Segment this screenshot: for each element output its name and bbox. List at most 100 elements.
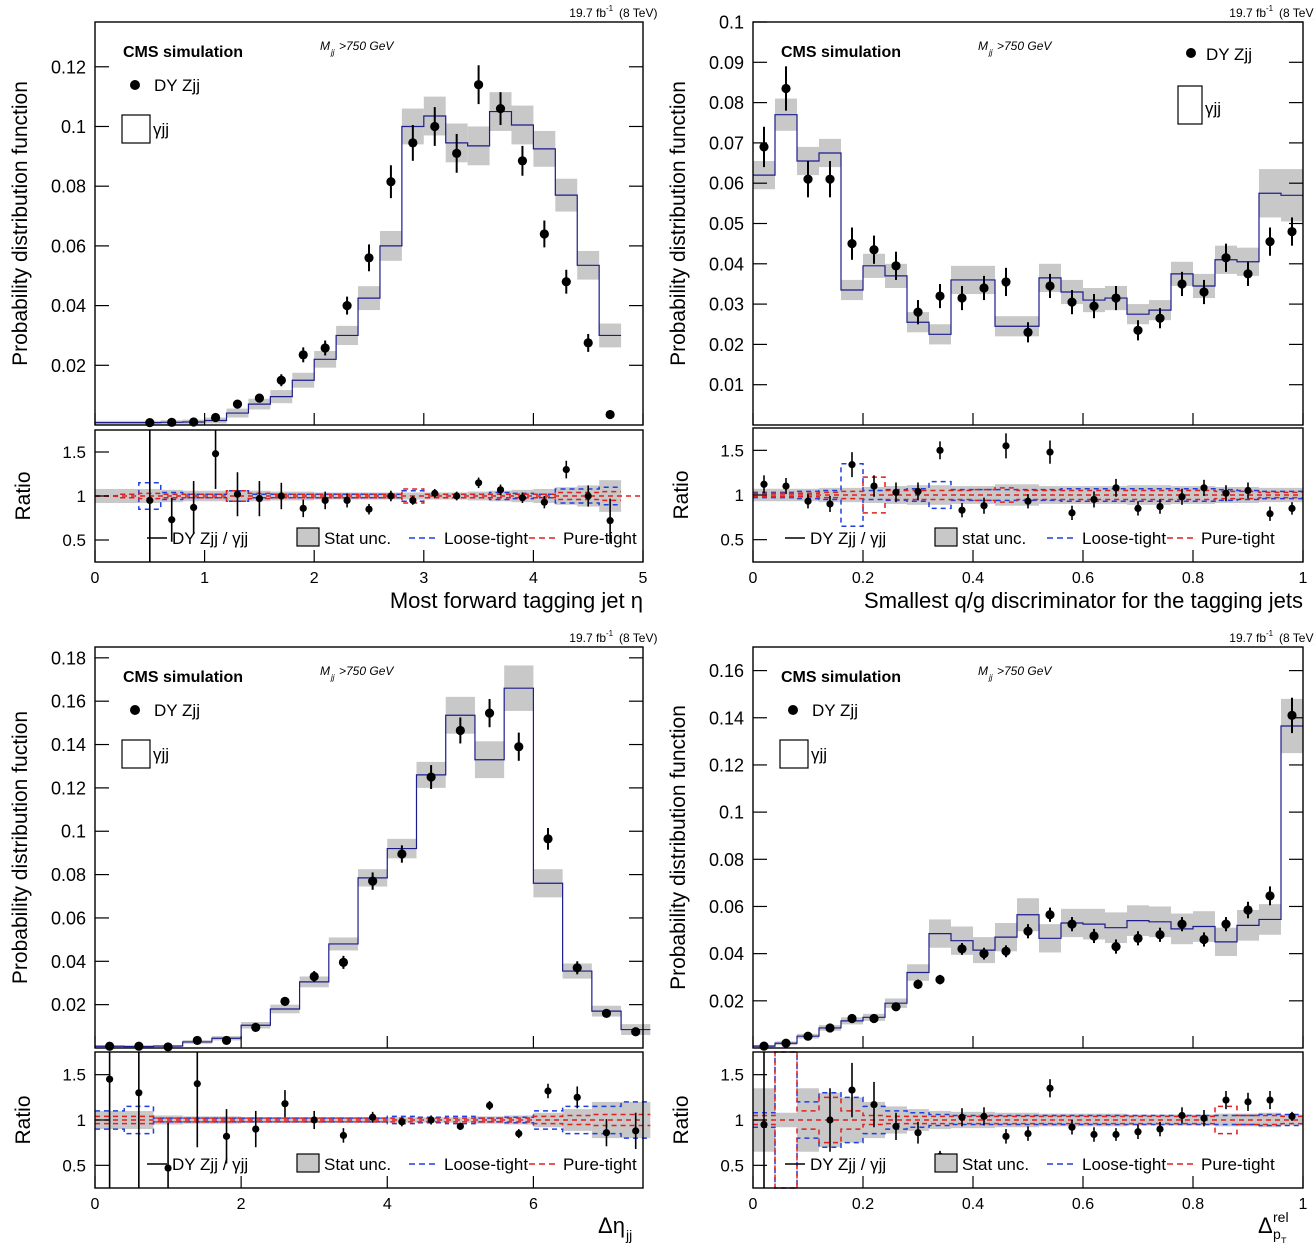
- ratio-point: [826, 1116, 834, 1124]
- ratio-point: [299, 504, 307, 512]
- ratio-point: [1244, 1098, 1252, 1106]
- ratio-point: [1112, 1130, 1120, 1139]
- ratio-point: [168, 516, 176, 524]
- ratio-stat-band: [562, 1109, 592, 1131]
- chart-panel-3: 0.02 0.04 0.06 0.08 0.1 0.12 0.14 0.16 0.18 19.7 …: [9, 629, 657, 1243]
- cms-label: CMS simulation: [781, 44, 901, 61]
- upper-pad-frame: [752, 646, 1304, 1049]
- x-axis-label-sub: jj: [625, 1227, 632, 1243]
- dy-zjj-point: [517, 156, 528, 166]
- x-tick-label: 4: [383, 1196, 392, 1213]
- ratio-point: [848, 1086, 856, 1094]
- chart-panel-4: 0.02 0.04 0.06 0.08 0.1 0.12 0.14 0.16 19.7 fb -1…: [667, 629, 1314, 1243]
- ratio-point: [310, 1116, 318, 1124]
- ratio-point: [1024, 1130, 1032, 1138]
- lumi-exponent: -1: [1266, 629, 1274, 638]
- ratio-legend-label-loose: Loose-tight: [444, 1155, 528, 1174]
- ratio-point: [343, 496, 351, 504]
- upper-pad-frame: [94, 21, 644, 426]
- y-tick-label: 0.1: [61, 117, 86, 137]
- dy-zjj-point: [320, 343, 330, 353]
- ratio-stat-band: [1127, 1114, 1149, 1126]
- cut-label-rest: >750 GeV: [997, 39, 1052, 53]
- dy-zjj-point: [869, 1013, 879, 1024]
- dy-zjj-point: [484, 708, 495, 718]
- upper-pad-frame: [94, 646, 644, 1049]
- ratio-stat-band: [445, 1117, 475, 1123]
- dy-zjj-point: [781, 1038, 791, 1048]
- ratio-legend-label-dy: DY Zjj / γjj: [810, 1155, 886, 1174]
- y-tick-label: 0.18: [51, 648, 86, 668]
- dy-zjj-point: [1133, 325, 1143, 335]
- ratio-point: [1090, 1130, 1098, 1139]
- dy-zjj-point: [825, 174, 835, 184]
- dy-zjj-point: [605, 409, 615, 420]
- dy-zjj-point: [364, 253, 374, 263]
- legend-dy-label: DY Zjj: [154, 701, 200, 720]
- legend-gamma-label: γjj: [153, 120, 169, 139]
- ratio-legend-label-stat: Stat unc.: [324, 1155, 391, 1174]
- cms-label: CMS simulation: [123, 669, 243, 686]
- dy-zjj-point: [105, 1041, 115, 1051]
- ratio-point: [453, 492, 461, 500]
- dy-zjj-point: [1045, 910, 1055, 920]
- legend-gamma-label: γjj: [153, 745, 169, 764]
- y-axis-label: Probability distribution function: [667, 705, 690, 990]
- dy-zjj-point: [803, 1031, 813, 1041]
- dy-zjj-point: [869, 245, 879, 255]
- y-tick-label: 0.02: [51, 995, 86, 1015]
- dy-zjj-point: [1045, 281, 1055, 291]
- ratio-legend-label-loose: Loose-tight: [444, 529, 528, 548]
- ratio-point: [164, 1164, 172, 1172]
- ratio-legend-stat-box: [934, 1153, 958, 1173]
- ratio-point: [518, 494, 527, 502]
- lumi-label: 19.7 fb: [1229, 631, 1266, 645]
- x-axis-label-sup: rel: [1273, 1209, 1289, 1225]
- ratio-point: [1200, 1114, 1208, 1122]
- ratio-point: [1046, 448, 1054, 456]
- ratio-point: [1222, 1096, 1230, 1104]
- dy-zjj-point: [847, 1013, 857, 1024]
- ratio-point: [1024, 497, 1032, 505]
- dy-zjj-point: [1001, 277, 1011, 287]
- dy-zjj-point: [572, 963, 582, 973]
- ratio-point: [914, 487, 922, 496]
- ratio-point: [602, 1129, 611, 1137]
- x-tick-label: 1: [1299, 570, 1308, 587]
- y-tick-label: 0.08: [51, 177, 86, 197]
- ratio-point: [606, 517, 614, 525]
- y-axis-label: Probability distribution fuction: [9, 711, 32, 984]
- ratio-point: [387, 492, 395, 500]
- dy-zjj-point: [474, 80, 484, 90]
- cut-label-rest: >750 GeV: [997, 664, 1052, 678]
- dy-zjj-point: [539, 229, 549, 239]
- dy-zjj-point: [426, 772, 436, 782]
- ratio-point: [255, 495, 263, 503]
- y-tick-label: 0.16: [51, 692, 86, 712]
- gamma-jj-histogram: [753, 114, 1303, 335]
- ratio-point: [135, 1089, 143, 1097]
- y-tick-label: 0.04: [709, 944, 744, 964]
- dy-zjj-point: [583, 338, 593, 348]
- x-axis-label-subsub: T: [1281, 1236, 1287, 1243]
- ratio-legend-label-pure: Pure-tight: [563, 529, 637, 548]
- ratio-y-tick-label: 1: [735, 1111, 744, 1130]
- x-tick-label: 0.2: [852, 570, 874, 587]
- ratio-stat-band: [973, 486, 995, 504]
- ratio-point: [485, 1101, 494, 1110]
- dy-zjj-point: [452, 148, 462, 158]
- ratio-point: [584, 492, 592, 500]
- ratio-point: [848, 461, 856, 469]
- dy-zjj-point: [847, 239, 857, 249]
- dy-zjj-point: [1089, 301, 1099, 311]
- dy-zjj-point: [192, 1035, 202, 1046]
- ratio-point: [782, 482, 790, 490]
- dy-zjj-point: [430, 121, 440, 132]
- dy-zjj-point: [1221, 919, 1231, 929]
- dy-zjj-point: [276, 375, 286, 385]
- dy-zjj-point: [298, 350, 308, 360]
- energy-label: (8 TeV): [1279, 631, 1314, 645]
- ratio-y-tick-label: 0.5: [62, 531, 86, 550]
- ratio-point: [980, 502, 988, 510]
- lumi-label: 19.7 fb: [569, 631, 606, 645]
